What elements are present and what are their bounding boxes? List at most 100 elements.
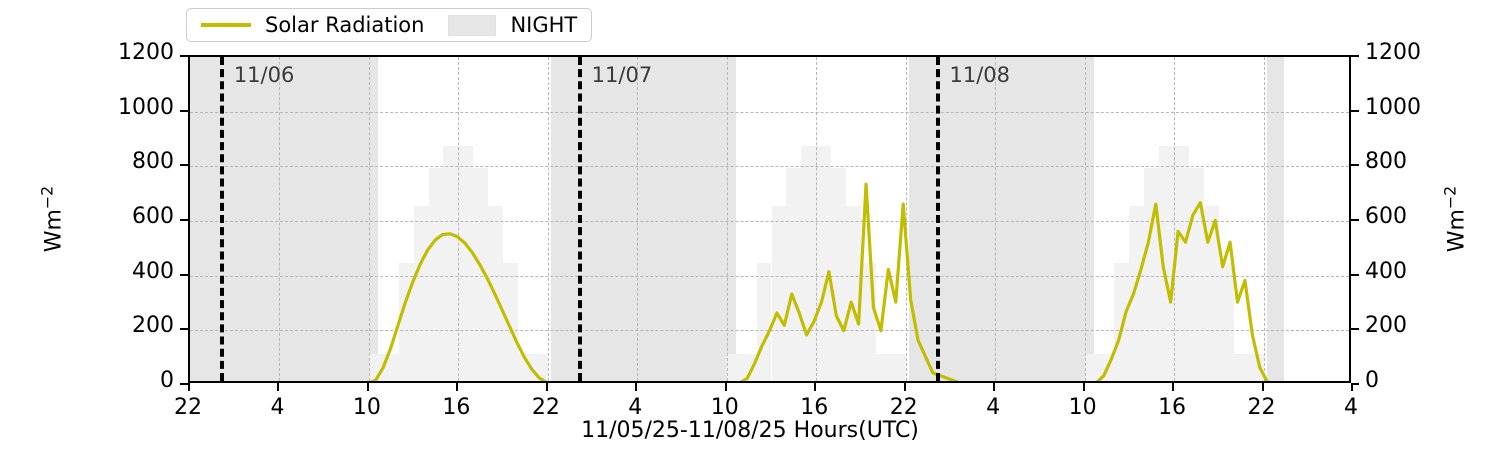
clearsky-step bbox=[518, 353, 533, 381]
gridline-vertical bbox=[547, 57, 549, 381]
x-tick-mark bbox=[903, 383, 906, 391]
x-tick-mark bbox=[456, 383, 459, 391]
y-tick-mark-left bbox=[180, 164, 188, 167]
x-tick-mark bbox=[545, 383, 548, 391]
y-axis-left-title: Wm−2 bbox=[37, 185, 67, 253]
y-tick-mark-right bbox=[1351, 273, 1359, 276]
clearsky-step bbox=[890, 353, 906, 381]
legend-line-swatch bbox=[201, 23, 251, 27]
solar-radiation-series bbox=[190, 57, 1349, 381]
y-tick-mark-left bbox=[180, 273, 188, 276]
x-tick-label: 4 bbox=[628, 395, 643, 420]
day-label: 11/08 bbox=[949, 63, 1011, 87]
x-tick-label: 10 bbox=[352, 395, 381, 420]
y-tick-label-left: 600 bbox=[132, 204, 174, 229]
legend-label-night: NIGHT bbox=[510, 13, 578, 37]
x-tick-mark bbox=[277, 383, 280, 391]
x-tick-label: 22 bbox=[531, 395, 560, 420]
plot-clip: 11/06 11/07 11/08 bbox=[190, 57, 1349, 381]
day-label: 11/07 bbox=[591, 63, 653, 87]
x-tick-label: 10 bbox=[1068, 395, 1097, 420]
day-divider bbox=[219, 57, 224, 381]
y-tick-label-right: 200 bbox=[1365, 313, 1407, 339]
clearsky-step bbox=[443, 145, 459, 381]
y-tick-mark-left bbox=[180, 219, 188, 221]
y-tick-label-right: 0 bbox=[1365, 368, 1379, 393]
x-tick-mark bbox=[814, 383, 817, 391]
y-tick-mark-right bbox=[1351, 55, 1359, 57]
y-tick-label-left: 200 bbox=[132, 313, 174, 339]
legend-entry-solar-radiation[interactable]: Solar Radiation bbox=[201, 13, 448, 37]
gridline-vertical bbox=[1263, 57, 1265, 381]
x-tick-mark bbox=[724, 383, 727, 391]
clearsky-step bbox=[413, 206, 429, 381]
y-tick-label-right: 600 bbox=[1365, 204, 1407, 229]
x-tick-label: 22 bbox=[174, 395, 202, 420]
clearsky-step bbox=[1218, 263, 1234, 381]
gridline-horizontal bbox=[190, 166, 1349, 168]
x-tick-mark bbox=[366, 383, 369, 391]
chart-legend[interactable]: Solar Radiation NIGHT bbox=[186, 8, 593, 42]
y-tick-mark-left bbox=[180, 55, 188, 57]
clearsky-step bbox=[846, 206, 861, 381]
gridline-horizontal bbox=[190, 221, 1349, 222]
x-tick-mark bbox=[1172, 383, 1175, 391]
solar-radiation-line bbox=[190, 184, 1349, 381]
y-tick-label-right: 800 bbox=[1365, 149, 1407, 175]
day-divider bbox=[935, 57, 940, 381]
x-tick-mark bbox=[188, 383, 190, 391]
clearsky-step bbox=[503, 263, 519, 381]
x-tick-mark bbox=[635, 383, 638, 391]
x-tick-label: 16 bbox=[800, 395, 829, 420]
x-tick-label: 10 bbox=[710, 395, 739, 420]
night-band bbox=[1266, 57, 1285, 381]
gridline-vertical bbox=[726, 57, 728, 381]
clearsky-step bbox=[726, 353, 742, 381]
gridline-vertical bbox=[816, 57, 818, 381]
gridline-horizontal bbox=[190, 111, 1349, 113]
y-tick-label-left: 1200 bbox=[118, 40, 174, 65]
gridline-vertical bbox=[458, 57, 460, 381]
x-axis-title: 11/05/25-11/08/25 Hours(UTC) bbox=[581, 418, 919, 443]
y-tick-mark-right bbox=[1351, 328, 1359, 331]
x-tick-label: 4 bbox=[1344, 395, 1358, 420]
gridline-vertical bbox=[637, 57, 639, 381]
legend-patch-swatch bbox=[448, 14, 497, 36]
day-label: 11/06 bbox=[233, 63, 295, 87]
day-divider bbox=[577, 57, 582, 381]
clearsky-step bbox=[1233, 353, 1249, 381]
x-tick-label: 4 bbox=[986, 395, 1001, 420]
clearsky-step bbox=[771, 206, 787, 381]
y-tick-label-right: 1200 bbox=[1365, 40, 1421, 65]
gridline-vertical bbox=[368, 57, 370, 381]
y-tick-label-right: 1000 bbox=[1365, 94, 1421, 120]
clearsky-step bbox=[816, 145, 832, 381]
y-tick-mark-right bbox=[1351, 219, 1359, 221]
y-tick-label-left: 1000 bbox=[118, 94, 174, 120]
x-tick-mark bbox=[1351, 383, 1353, 391]
y-tick-mark-left bbox=[180, 383, 188, 385]
y-tick-label-right: 400 bbox=[1365, 258, 1407, 284]
x-tick-label: 22 bbox=[889, 395, 918, 420]
gridline-vertical bbox=[1084, 57, 1086, 381]
gridline-vertical bbox=[995, 57, 997, 381]
clearsky-step bbox=[1129, 206, 1145, 381]
x-tick-mark bbox=[1082, 383, 1085, 391]
clearsky-step bbox=[1159, 145, 1175, 381]
y-tick-mark-left bbox=[180, 328, 188, 331]
clearsky-step bbox=[741, 353, 757, 381]
y-tick-mark-left bbox=[180, 109, 188, 112]
y-tick-mark-right bbox=[1351, 164, 1359, 167]
clearsky-step bbox=[1203, 206, 1219, 381]
legend-entry-night[interactable]: NIGHT bbox=[448, 13, 577, 37]
y-tick-label-left: 400 bbox=[132, 258, 174, 284]
legend-label-solar-radiation: Solar Radiation bbox=[265, 13, 425, 37]
plot-area: 11/06 11/07 11/08 bbox=[188, 55, 1351, 383]
x-tick-mark bbox=[1261, 383, 1264, 391]
x-tick-mark bbox=[993, 383, 996, 391]
y-tick-label-left: 0 bbox=[160, 368, 174, 393]
x-tick-label: 16 bbox=[1158, 395, 1187, 420]
x-tick-label: 16 bbox=[442, 395, 471, 420]
y-axis-right-title: Wm−2 bbox=[1440, 185, 1470, 253]
